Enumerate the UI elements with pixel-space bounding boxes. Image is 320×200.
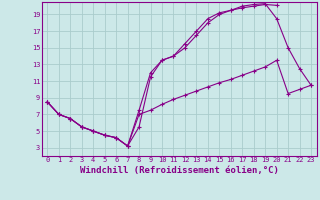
X-axis label: Windchill (Refroidissement éolien,°C): Windchill (Refroidissement éolien,°C): [80, 166, 279, 175]
